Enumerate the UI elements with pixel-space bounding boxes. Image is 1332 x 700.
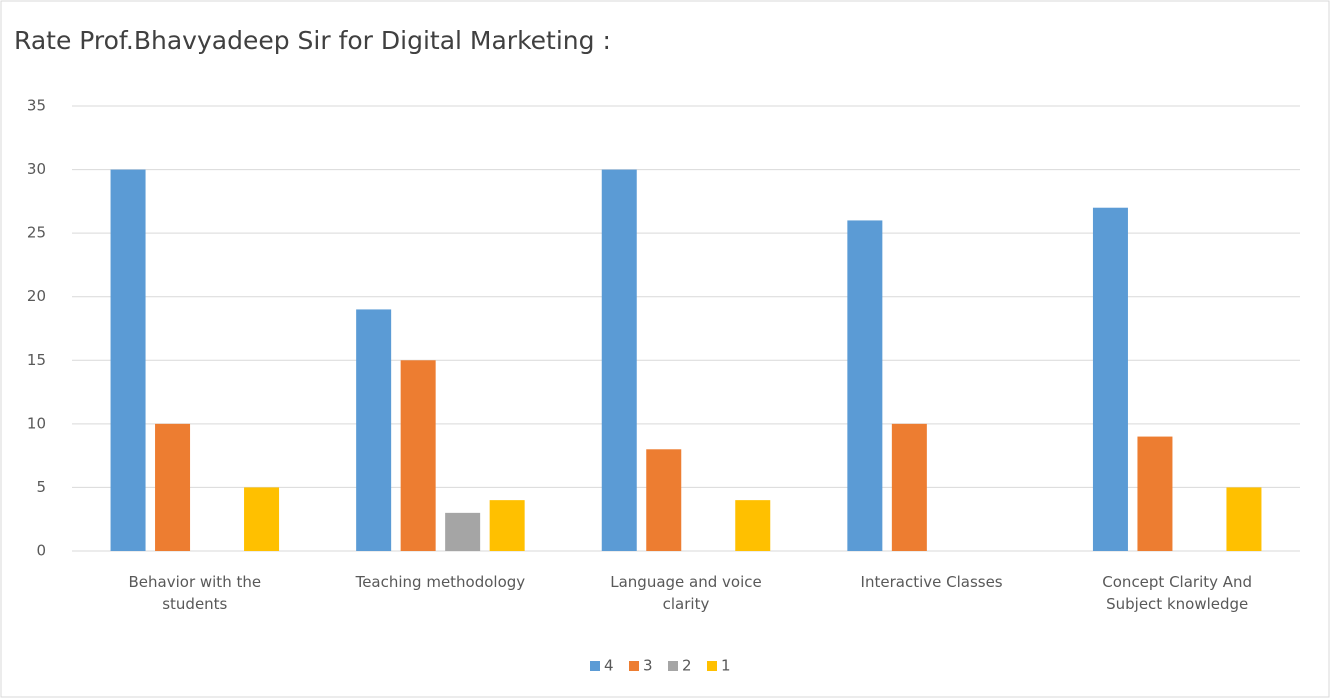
- legend-label: 3: [643, 657, 653, 675]
- legend-label: 4: [604, 657, 614, 675]
- y-tick-label: 35: [27, 97, 46, 115]
- y-tick-label: 20: [27, 287, 46, 305]
- x-tick-label: Language and voice clarity: [610, 573, 762, 613]
- y-tick-label: 0: [36, 542, 46, 560]
- bar: [735, 500, 771, 551]
- bar: [110, 169, 146, 552]
- bar: [489, 500, 525, 551]
- bar: [356, 309, 392, 551]
- bar: [155, 423, 191, 551]
- bar: [601, 169, 637, 552]
- y-tick-label: 25: [27, 224, 46, 242]
- x-tick-label: Concept Clarity And Subject knowledge: [1102, 573, 1253, 613]
- bar: [646, 449, 682, 551]
- bar: [1092, 207, 1128, 551]
- y-tick-label: 10: [27, 414, 46, 432]
- chart-title: Rate Prof.Bhavyadeep Sir for Digital Mar…: [14, 26, 611, 55]
- legend-label: 2: [682, 657, 692, 675]
- bar: [400, 360, 436, 551]
- legend-swatch: [707, 661, 717, 671]
- bar: [1226, 487, 1262, 551]
- x-tick-label: Behavior with the students: [128, 573, 262, 613]
- legend-swatch: [629, 661, 639, 671]
- y-tick-label: 5: [36, 478, 46, 496]
- bar: [847, 220, 883, 551]
- x-tick-label: Teaching methodology: [355, 573, 526, 591]
- legend-swatch: [668, 661, 678, 671]
- legend-swatch: [590, 661, 600, 671]
- bar: [1137, 436, 1173, 551]
- bar: [445, 512, 481, 551]
- bar: [244, 487, 280, 551]
- x-tick-label: Interactive Classes: [860, 573, 1003, 591]
- bar: [891, 423, 927, 551]
- legend-label: 1: [721, 657, 731, 675]
- y-tick-label: 15: [27, 351, 46, 369]
- y-tick-label: 30: [27, 160, 46, 178]
